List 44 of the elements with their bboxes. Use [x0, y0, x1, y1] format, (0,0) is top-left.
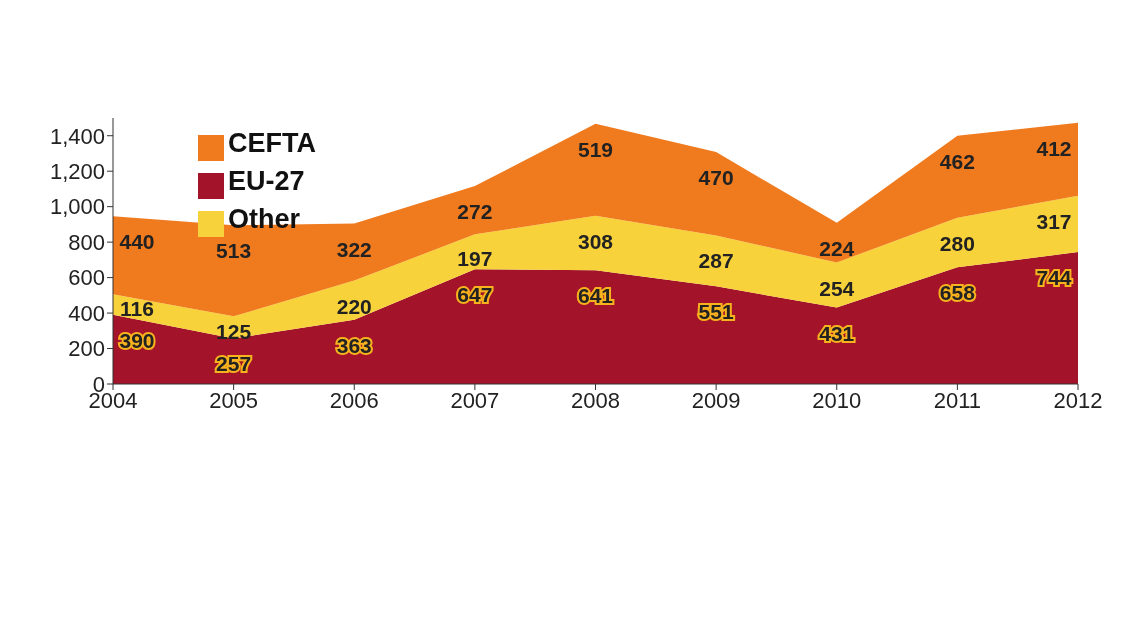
legend-label: EU-27: [228, 166, 305, 196]
x-tick-label: 2011: [933, 387, 982, 413]
data-label: 462: [939, 149, 975, 173]
x-tick-label: 2008: [571, 387, 620, 413]
x-tick-label: 2009: [691, 387, 741, 413]
data-label: 116: [120, 296, 154, 320]
y-tick-label: 1,200: [49, 159, 105, 185]
x-tick-label: 2007: [450, 387, 500, 413]
x-tick-label: 2012: [1053, 387, 1103, 413]
data-label: 390: [119, 328, 155, 352]
data-label: 308: [577, 229, 614, 253]
data-label: 658: [939, 281, 976, 305]
data-label: 287: [698, 249, 734, 273]
data-label: 224: [819, 236, 855, 260]
x-tick-label: 2010: [812, 387, 862, 413]
x-tick-label: 2005: [209, 387, 259, 413]
data-label: 257: [216, 352, 252, 376]
y-tick-label: 600: [68, 265, 105, 291]
y-tick-label: 400: [68, 300, 105, 326]
data-label: 317: [1036, 209, 1072, 233]
data-label: 440: [119, 230, 155, 254]
data-label: 272: [457, 200, 493, 224]
y-tick-label: 1,000: [49, 194, 105, 220]
y-tick-label: 200: [68, 336, 105, 362]
data-label: 220: [336, 294, 372, 318]
data-label: 647: [457, 283, 493, 307]
data-label: 470: [698, 166, 734, 190]
data-label: 519: [577, 137, 614, 161]
data-label: 322: [336, 237, 372, 261]
legend-label: CEFTA: [228, 128, 316, 158]
data-label: 125: [216, 320, 252, 344]
data-label: 431: [819, 321, 855, 345]
y-tick-label: 1,400: [49, 123, 105, 149]
data-label: 363: [336, 333, 372, 357]
data-label: 280: [939, 231, 975, 255]
data-label: 744: [1036, 266, 1072, 290]
x-tick-label: 2006: [329, 387, 379, 413]
data-label: 412: [1036, 136, 1072, 160]
data-label: 254: [819, 276, 855, 300]
data-label: 641: [577, 284, 614, 308]
data-label: 513: [216, 239, 252, 263]
y-tick-label: 800: [68, 229, 105, 255]
data-label: 551: [698, 300, 734, 324]
data-label: 197: [457, 247, 493, 271]
